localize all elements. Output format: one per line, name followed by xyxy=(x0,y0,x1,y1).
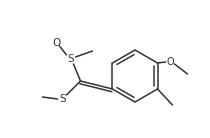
Text: O: O xyxy=(167,57,174,67)
Text: S: S xyxy=(67,54,74,64)
Text: O: O xyxy=(52,38,61,48)
Text: S: S xyxy=(59,94,66,104)
